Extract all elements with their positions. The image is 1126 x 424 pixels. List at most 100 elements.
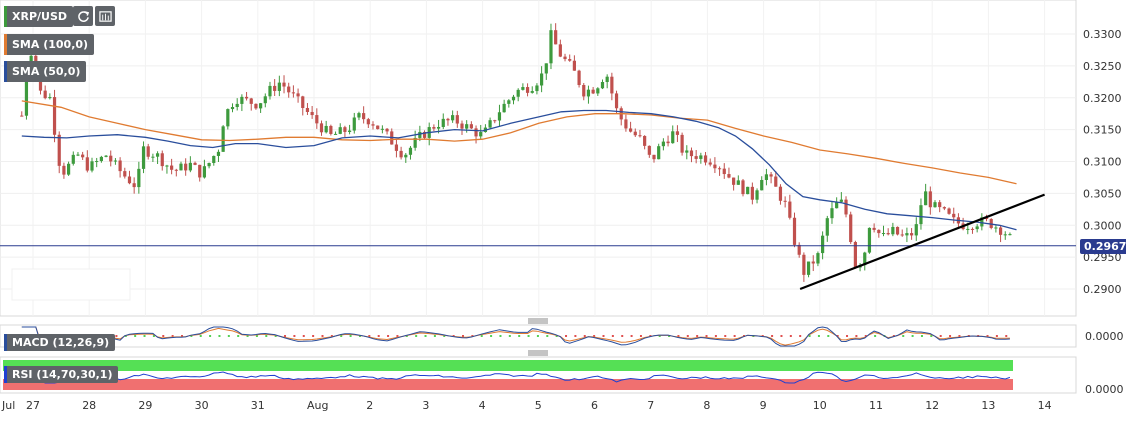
x-tick-label: 8 bbox=[703, 399, 710, 412]
candle-body bbox=[511, 96, 516, 101]
candle-body bbox=[628, 128, 633, 132]
candle-body bbox=[198, 164, 202, 178]
candle-body bbox=[933, 202, 937, 208]
y-tick-label: 0.3100 bbox=[1083, 156, 1122, 169]
sma50-line bbox=[21, 109, 1017, 231]
refresh-button[interactable] bbox=[73, 6, 93, 26]
candle-body bbox=[296, 93, 300, 97]
candle-body bbox=[806, 261, 811, 275]
candle-body bbox=[343, 127, 347, 132]
candle-body bbox=[600, 82, 605, 89]
candle-body bbox=[708, 162, 712, 165]
x-tick-label: 12 bbox=[925, 399, 939, 412]
x-tick-label: Aug bbox=[307, 399, 328, 412]
candle-body bbox=[329, 125, 333, 134]
candle-body bbox=[881, 233, 886, 235]
candle-body bbox=[900, 234, 904, 236]
candle-body bbox=[521, 87, 525, 90]
rsi-label: RSI (14,70,30,1) bbox=[12, 368, 113, 381]
candle-body bbox=[268, 85, 272, 97]
candle-body bbox=[558, 44, 562, 57]
candle-body bbox=[57, 134, 61, 166]
candle-body bbox=[254, 103, 258, 109]
sma50-tag[interactable]: SMA (50,0) bbox=[4, 61, 87, 82]
candle-body bbox=[643, 135, 647, 146]
candle-body bbox=[99, 156, 103, 162]
candle-body bbox=[764, 174, 769, 180]
x-tick-label: 2 bbox=[366, 399, 373, 412]
candle-body bbox=[48, 97, 52, 99]
candle-body bbox=[877, 229, 881, 234]
x-tick-label: 28 bbox=[82, 399, 96, 412]
current-price-tag: 0.29679 bbox=[1080, 239, 1126, 254]
candle-body bbox=[226, 109, 230, 127]
candle-body bbox=[113, 160, 118, 162]
candle-body bbox=[132, 183, 136, 188]
sma100-label: SMA (100,0) bbox=[12, 38, 89, 51]
candle-body bbox=[441, 118, 445, 127]
candle-body bbox=[830, 208, 834, 219]
candle-body bbox=[544, 63, 548, 74]
candle-body bbox=[301, 96, 305, 108]
candle-body bbox=[310, 111, 314, 116]
pane-resize-handle[interactable] bbox=[528, 318, 548, 324]
x-axis: Jul 27 28 29 30 31 Aug 2 3 4 5 6 7 8 9 10 11 12 13 14 bbox=[1, 399, 1052, 412]
chart-type-icon bbox=[98, 10, 112, 22]
candle-body bbox=[633, 131, 637, 136]
candle-body bbox=[994, 227, 998, 229]
sma100-tag[interactable]: SMA (100,0) bbox=[4, 34, 95, 55]
candle-body bbox=[95, 161, 99, 163]
candle-body bbox=[465, 124, 469, 129]
candle-body bbox=[825, 218, 829, 236]
candle-body bbox=[736, 180, 740, 185]
candle-body bbox=[722, 168, 726, 175]
candle-body bbox=[352, 117, 356, 131]
empty-label-box bbox=[11, 268, 131, 301]
candle-body bbox=[970, 228, 975, 230]
y-tick-label: 0.3150 bbox=[1083, 124, 1122, 137]
candle-body bbox=[249, 98, 253, 104]
candle-body bbox=[315, 115, 319, 124]
candle-body bbox=[540, 73, 544, 86]
candle-body bbox=[549, 30, 553, 64]
candle-body bbox=[750, 186, 754, 200]
candle-body bbox=[966, 228, 970, 230]
x-tick-label: 11 bbox=[869, 399, 883, 412]
candle-body bbox=[497, 112, 502, 121]
candle-body bbox=[872, 227, 876, 230]
y-tick-label: 0.2900 bbox=[1083, 283, 1122, 296]
candle-body bbox=[469, 124, 473, 129]
candle-body bbox=[671, 131, 675, 144]
symbol-tag[interactable]: XRP/USD bbox=[4, 6, 74, 27]
x-tick-label: 9 bbox=[760, 399, 767, 412]
candle-body bbox=[867, 227, 872, 253]
pane-resize-handle[interactable] bbox=[528, 350, 548, 356]
x-tick-label: 30 bbox=[195, 399, 209, 412]
candle-body bbox=[235, 103, 239, 108]
candle-body bbox=[380, 128, 384, 130]
candle-body bbox=[104, 155, 108, 157]
sma100-line bbox=[21, 100, 1017, 185]
refresh-icon bbox=[77, 10, 89, 22]
candle-body bbox=[727, 174, 731, 178]
macd-tag[interactable]: MACD (12,26,9) bbox=[4, 334, 116, 351]
candle-body bbox=[853, 242, 857, 268]
candle-body bbox=[1003, 234, 1007, 236]
candle-body bbox=[525, 87, 530, 93]
candle-body bbox=[273, 85, 277, 91]
candle-body bbox=[1008, 234, 1012, 236]
candle-body bbox=[193, 162, 197, 165]
candle-body bbox=[666, 141, 670, 144]
chart-settings-button[interactable] bbox=[95, 6, 115, 26]
macd-line bbox=[21, 326, 1010, 347]
y-axis: 0.3300 0.3250 0.3200 0.3150 0.3100 0.3050 0.30… bbox=[1083, 28, 1122, 296]
sma50-label: SMA (50,0) bbox=[12, 65, 81, 78]
x-tick-label: 4 bbox=[479, 399, 486, 412]
candle-body bbox=[188, 162, 192, 171]
candle-body bbox=[287, 86, 291, 93]
candle-body bbox=[732, 177, 736, 185]
candle-body bbox=[942, 207, 946, 209]
y-tick-label: 0.3200 bbox=[1083, 92, 1122, 105]
candle-body bbox=[778, 186, 783, 201]
rsi-tag[interactable]: RSI (14,70,30,1) bbox=[4, 366, 119, 383]
